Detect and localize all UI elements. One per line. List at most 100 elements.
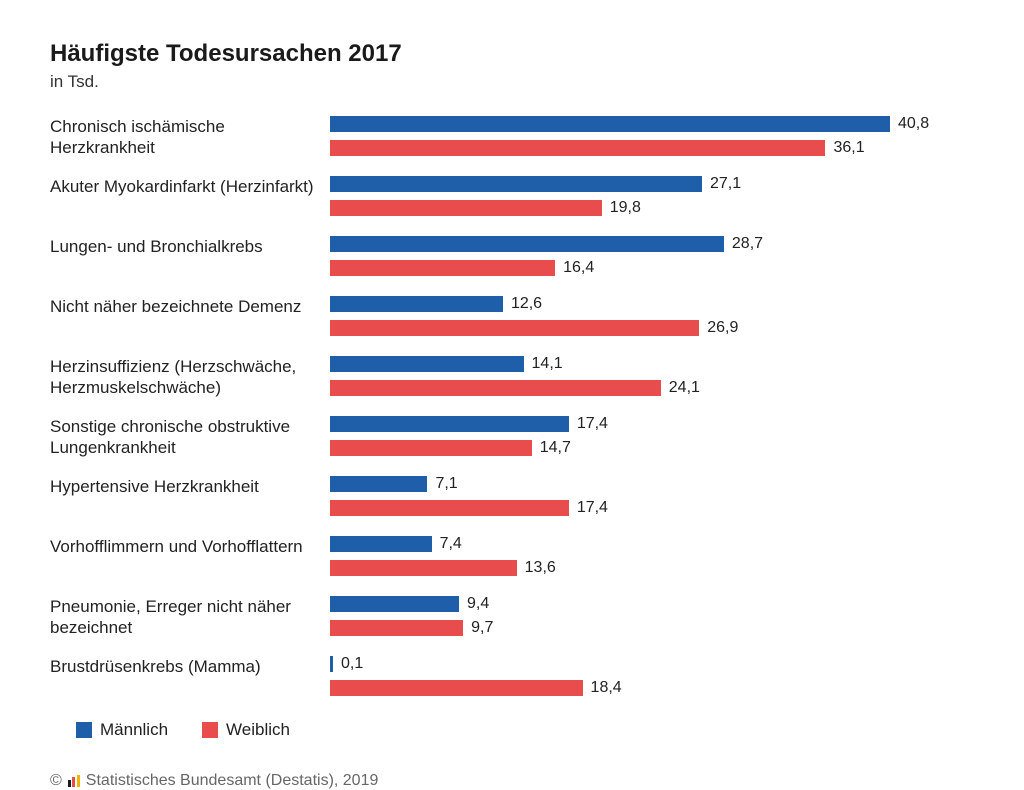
- category-label: Hypertensive Herzkrankheit: [50, 474, 330, 497]
- bar-line-male: 7,1: [330, 474, 974, 494]
- bar-line-female: 18,4: [330, 678, 974, 698]
- chart-row: Lungen- und Bronchialkrebs 28,7 16,4: [50, 234, 974, 282]
- chart-row: Vorhofflimmern und Vorhofflattern 7,4 13,6: [50, 534, 974, 582]
- chart-row: Brustdrüsenkrebs (Mamma) 0,1 18,4: [50, 654, 974, 702]
- chart-row: Hypertensive Herzkrankheit 7,1 17,4: [50, 474, 974, 522]
- value-label-female: 36,1: [833, 139, 864, 157]
- bar-line-female: 19,8: [330, 198, 974, 218]
- bar-line-male: 17,4: [330, 414, 974, 434]
- bar-female: [330, 440, 532, 456]
- bar-line-male: 0,1: [330, 654, 974, 674]
- bar-male: [330, 476, 427, 492]
- chart-subtitle: in Tsd.: [50, 72, 974, 92]
- bars-group: 40,8 36,1: [330, 114, 974, 162]
- category-label: Sonstige chronische obstruktive Lungenkr…: [50, 414, 330, 459]
- value-label-male: 28,7: [732, 235, 763, 253]
- bar-female: [330, 140, 825, 156]
- destatis-logo-icon: [68, 775, 80, 787]
- value-label-female: 24,1: [669, 379, 700, 397]
- bar-line-female: 16,4: [330, 258, 974, 278]
- bars-group: 12,6 26,9: [330, 294, 974, 342]
- bars-group: 14,1 24,1: [330, 354, 974, 402]
- bar-male: [330, 116, 890, 132]
- bar-chart: Chronisch ischämische Herzkrankheit 40,8 3…: [50, 114, 974, 702]
- value-label-female: 9,7: [471, 619, 493, 637]
- chart-row: Akuter Myokardinfarkt (Herzinfarkt) 27,1 1…: [50, 174, 974, 222]
- bar-line-male: 40,8: [330, 114, 974, 134]
- category-label: Nicht näher bezeichnete Demenz: [50, 294, 330, 317]
- bar-male: [330, 656, 333, 672]
- value-label-female: 14,7: [540, 439, 571, 457]
- bar-male: [330, 356, 524, 372]
- value-label-female: 19,8: [610, 199, 641, 217]
- bar-female: [330, 500, 569, 516]
- chart-title: Häufigste Todesursachen 2017: [50, 40, 974, 68]
- bar-line-female: 9,7: [330, 618, 974, 638]
- bar-line-male: 9,4: [330, 594, 974, 614]
- bar-line-female: 17,4: [330, 498, 974, 518]
- bar-female: [330, 380, 661, 396]
- value-label-female: 26,9: [707, 319, 738, 337]
- bars-group: 27,1 19,8: [330, 174, 974, 222]
- value-label-male: 7,1: [435, 475, 457, 493]
- bar-female: [330, 620, 463, 636]
- bar-male: [330, 296, 503, 312]
- bar-male: [330, 596, 459, 612]
- legend-item-male: Männlich: [76, 720, 168, 740]
- legend-label-male: Männlich: [100, 720, 168, 740]
- bars-group: 17,4 14,7: [330, 414, 974, 462]
- value-label-male: 14,1: [532, 355, 563, 373]
- bar-female: [330, 560, 517, 576]
- chart-row: Herzinsuffizienz (Herzschwäche, Herzmusk…: [50, 354, 974, 402]
- bar-line-male: 12,6: [330, 294, 974, 314]
- value-label-male: 17,4: [577, 415, 608, 433]
- footer: © Statistisches Bundesamt (Destatis), 20…: [50, 772, 974, 790]
- value-label-male: 40,8: [898, 115, 929, 133]
- bar-male: [330, 416, 569, 432]
- value-label-female: 16,4: [563, 259, 594, 277]
- bar-male: [330, 176, 702, 192]
- category-label: Pneumonie, Erreger nicht näher bezeichne…: [50, 594, 330, 639]
- legend-label-female: Weiblich: [226, 720, 290, 740]
- value-label-male: 27,1: [710, 175, 741, 193]
- bars-group: 0,1 18,4: [330, 654, 974, 702]
- bar-female: [330, 200, 602, 216]
- bar-line-female: 13,6: [330, 558, 974, 578]
- bar-male: [330, 536, 432, 552]
- legend-swatch-male: [76, 722, 92, 738]
- value-label-female: 17,4: [577, 499, 608, 517]
- chart-row: Sonstige chronische obstruktive Lungenkr…: [50, 414, 974, 462]
- bars-group: 7,1 17,4: [330, 474, 974, 522]
- category-label: Vorhofflimmern und Vorhofflattern: [50, 534, 330, 557]
- bar-line-male: 14,1: [330, 354, 974, 374]
- bar-line-female: 14,7: [330, 438, 974, 458]
- bar-line-male: 28,7: [330, 234, 974, 254]
- category-label: Chronisch ischämische Herzkrankheit: [50, 114, 330, 159]
- chart-row: Nicht näher bezeichnete Demenz 12,6 26,9: [50, 294, 974, 342]
- bar-line-male: 7,4: [330, 534, 974, 554]
- bar-female: [330, 680, 583, 696]
- value-label-male: 0,1: [341, 655, 363, 673]
- bar-line-female: 26,9: [330, 318, 974, 338]
- value-label-female: 13,6: [525, 559, 556, 577]
- category-label: Akuter Myokardinfarkt (Herzinfarkt): [50, 174, 330, 197]
- bars-group: 28,7 16,4: [330, 234, 974, 282]
- bar-male: [330, 236, 724, 252]
- legend-swatch-female: [202, 722, 218, 738]
- footer-text: Statistisches Bundesamt (Destatis), 2019: [86, 772, 379, 790]
- bar-female: [330, 320, 699, 336]
- value-label-female: 18,4: [591, 679, 622, 697]
- bar-line-female: 36,1: [330, 138, 974, 158]
- copyright-symbol: ©: [50, 772, 62, 790]
- category-label: Lungen- und Bronchialkrebs: [50, 234, 330, 257]
- category-label: Brustdrüsenkrebs (Mamma): [50, 654, 330, 677]
- legend-item-female: Weiblich: [202, 720, 290, 740]
- value-label-male: 7,4: [440, 535, 462, 553]
- value-label-male: 12,6: [511, 295, 542, 313]
- chart-row: Pneumonie, Erreger nicht näher bezeichne…: [50, 594, 974, 642]
- legend: Männlich Weiblich: [76, 720, 974, 740]
- chart-row: Chronisch ischämische Herzkrankheit 40,8 3…: [50, 114, 974, 162]
- bar-line-female: 24,1: [330, 378, 974, 398]
- category-label: Herzinsuffizienz (Herzschwäche, Herzmusk…: [50, 354, 330, 399]
- bars-group: 9,49,7: [330, 594, 974, 642]
